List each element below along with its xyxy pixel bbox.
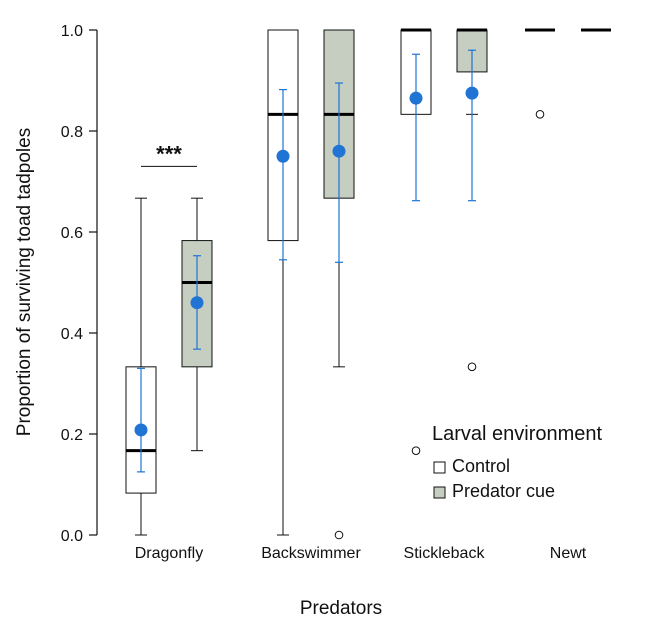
box-backswimmer-control [267,29,299,536]
box-backswimmer-predator-cue [323,29,355,540]
box-dragonfly-control [125,197,157,536]
x-axis-title: Predators [300,598,382,619]
x-tick-label: Stickleback [404,545,486,562]
y-tick-label: 0.2 [61,427,83,444]
y-axis: 0.0 0.2 0.4 0.6 0.8 1.0 [61,23,98,545]
box-dragonfly-predator-cue [181,197,213,452]
significance-label: *** [156,141,182,166]
mean-point [332,144,346,158]
y-tick-label: 0.6 [61,225,83,242]
x-axis: Dragonfly Backswimmer Stickleback Newt [135,545,587,562]
mean-point [465,86,479,100]
x-tick-label: Backswimmer [261,545,361,562]
mean-point [409,91,423,105]
mean-point [276,149,290,163]
legend-label: Predator cue [452,481,555,501]
outlier-point [535,110,545,119]
mean-point [134,423,148,437]
x-tick-label: Dragonfly [135,545,203,562]
box-stickleback-predator-cue [456,28,488,372]
box-newt-control [525,28,555,119]
box-stickleback-control [400,28,432,455]
x-tick-label: Newt [550,545,587,562]
legend: Larval environment Control Predator cue [432,423,603,501]
outlier-point [334,530,344,540]
legend-title: Larval environment [432,423,603,445]
y-tick-label: 0.4 [61,326,83,343]
y-tick-label: 1.0 [61,23,83,40]
annotations: *** [141,141,197,167]
legend-label: Control [452,456,510,476]
y-axis-title: Proportion of surviving toad tadpoles [14,128,35,436]
outlier-point [411,446,421,455]
y-tick-label: 0.0 [61,528,83,545]
y-tick-label: 0.8 [61,124,83,141]
mean-point [190,296,204,310]
legend-swatch [433,461,446,474]
outlier-point [467,362,477,372]
box-series [125,28,611,540]
legend-swatch [433,486,446,499]
